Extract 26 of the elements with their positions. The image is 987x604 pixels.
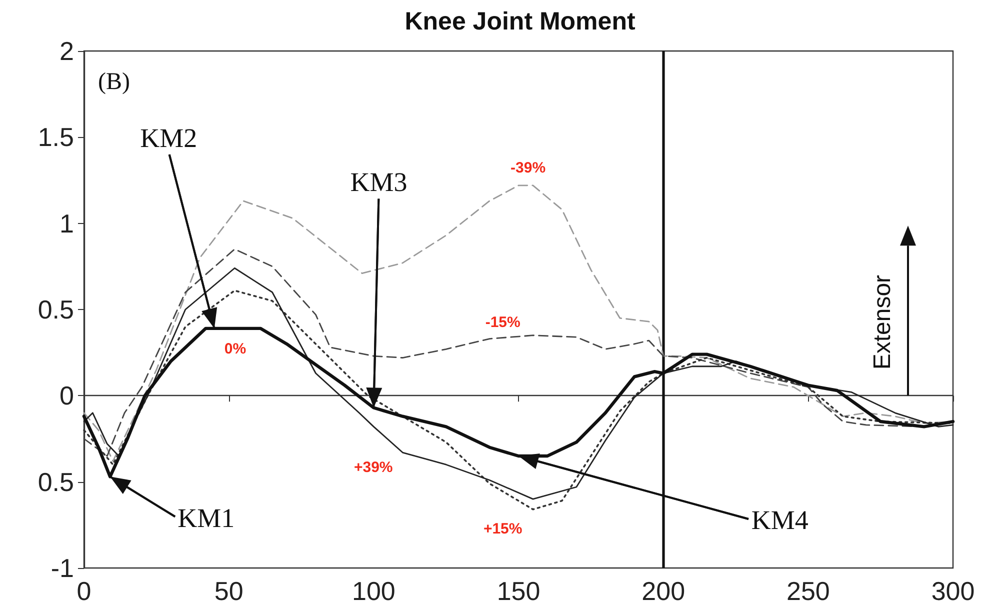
annotation: Extensor — [869, 274, 896, 370]
x-tick-label: 200 — [642, 576, 686, 604]
annotation: +15% — [483, 520, 522, 538]
annotation: -39% — [510, 159, 546, 176]
annotation: KM1 — [178, 503, 235, 534]
annotation: KM4 — [751, 504, 809, 535]
y-tick-label: -1 — [50, 553, 74, 583]
x-tick-label: 300 — [931, 576, 975, 604]
y-tick-label: 2 — [60, 36, 74, 66]
y-tick-label: 1.5 — [38, 122, 74, 152]
annotation: -15% — [485, 314, 520, 331]
chart-title: Knee Joint Moment — [404, 8, 636, 36]
x-tick-label: 100 — [352, 576, 396, 604]
y-tick-label: 0.5 — [38, 294, 74, 324]
x-tick-label: 150 — [496, 576, 540, 604]
x-tick-label: 0 — [76, 576, 92, 604]
y-tick-label: 0 — [60, 380, 74, 411]
x-tick-label: 50 — [214, 576, 244, 604]
y-tick-label: 0.5 — [38, 466, 74, 497]
y-tick-label: 1 — [60, 208, 74, 238]
annotation: 0% — [224, 340, 246, 358]
x-tick-label: 250 — [786, 576, 830, 604]
annotation: +39% — [354, 459, 393, 476]
annotation: KM3 — [350, 167, 408, 198]
annotation: (B) — [98, 69, 130, 95]
annotation: KM2 — [140, 123, 198, 154]
